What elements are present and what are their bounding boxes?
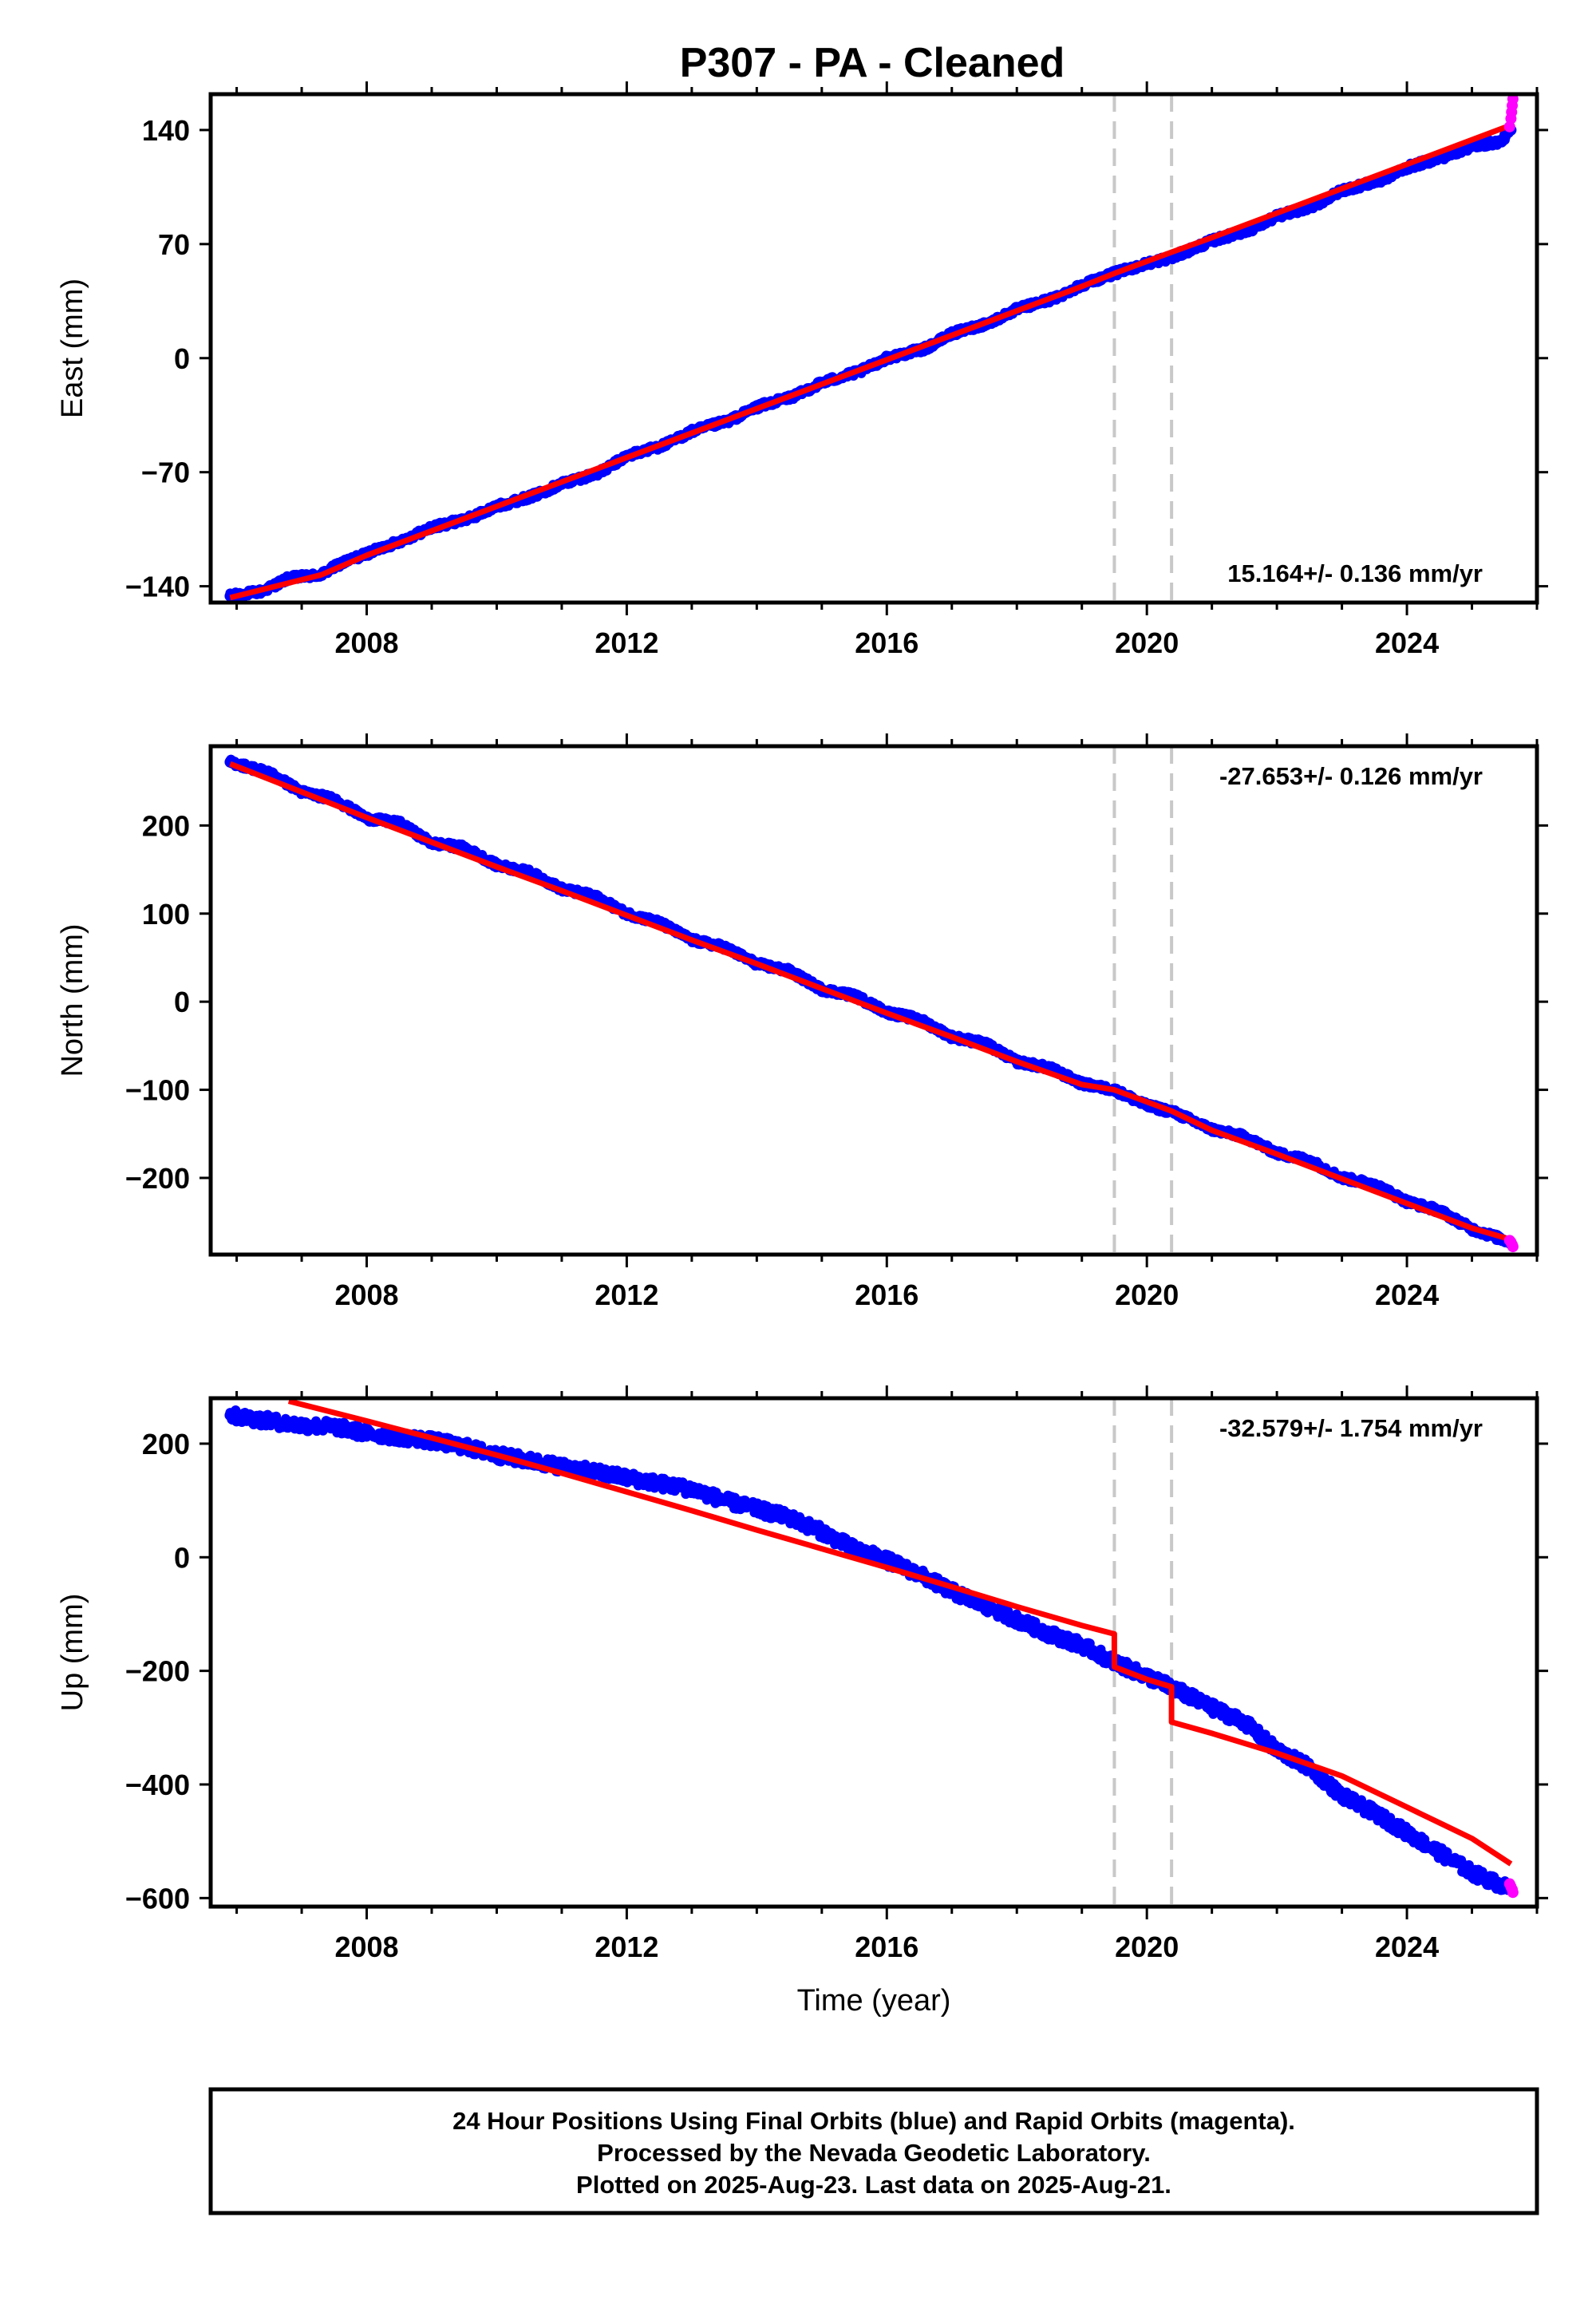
final-anchor-point-8 — [458, 841, 470, 853]
panel-frame-east — [208, 92, 1539, 605]
final-orbit-points-up — [225, 1405, 1515, 1895]
y-tick-label-north-4: 100 — [142, 898, 190, 931]
final-anchor-point-36 — [1369, 1178, 1381, 1190]
y-tick-label-east-2: −70 — [141, 456, 190, 489]
x-tick-label-east-2020: 2020 — [1115, 626, 1179, 659]
y-tick-label-east-3: 0 — [174, 342, 190, 375]
plot-area-north — [224, 746, 1519, 1255]
panels: −140 −70 0 70 140 2008 2012 2016 2020 2024 East (m… — [56, 81, 1548, 2018]
y-axis-label-north: North (mm) — [56, 923, 89, 1077]
x-tick-label-north-2012: 2012 — [595, 1279, 658, 1311]
y-tick-label-north-3: 0 — [174, 986, 190, 1018]
rapid-point-north-4 — [1507, 1241, 1519, 1253]
x-tick-label-east-2008: 2008 — [334, 626, 398, 659]
y-tick-label-east-1: −140 — [125, 571, 190, 603]
final-anchor-point-12 — [588, 890, 600, 902]
rate-label-north: -27.653+/- 0.126 mm/yr — [1219, 762, 1483, 790]
model-line-east — [229, 122, 1512, 601]
x-tick-label-north-2020: 2020 — [1115, 1279, 1179, 1311]
y-tick-label-north-5: 200 — [142, 809, 190, 842]
y-axis-label-east: East (mm) — [56, 279, 89, 418]
y-tick-label-north-2: −100 — [125, 1074, 190, 1107]
rate-label-east: 15.164+/- 0.136 mm/yr — [1227, 559, 1483, 587]
plot-area-up — [224, 1398, 1519, 1907]
panel-north: −200 −100 0 100 200 2008 2012 2016 2020 2024 North… — [56, 733, 1548, 1311]
panel-frame-north — [208, 744, 1539, 1257]
plot-area-east — [224, 94, 1519, 603]
x-tick-label-north-2016: 2016 — [855, 1279, 918, 1311]
panel-east: −140 −70 0 70 140 2008 2012 2016 2020 2024 East (m… — [56, 81, 1548, 659]
model-line-north — [229, 761, 1512, 1243]
figure-title: P307 - PA - Cleaned — [680, 40, 1065, 86]
x-tick-label-east-2012: 2012 — [595, 626, 658, 659]
final-orbit-points-north — [225, 754, 1515, 1249]
final-anchor-point-41 — [1495, 136, 1507, 148]
y-tick-label-east-5: 140 — [142, 114, 190, 147]
y-tick-label-east-4: 70 — [158, 228, 190, 261]
rapid-point-east-5 — [1507, 94, 1519, 105]
x-tick-label-east-2024: 2024 — [1375, 626, 1439, 659]
x-tick-label-east-2016: 2016 — [855, 626, 918, 659]
final-anchor-point-6 — [393, 817, 405, 829]
y-tick-label-north-1: −200 — [125, 1162, 190, 1195]
x-tick-label-north-2008: 2008 — [334, 1279, 398, 1311]
x-tick-label-north-2024: 2024 — [1375, 1279, 1439, 1311]
